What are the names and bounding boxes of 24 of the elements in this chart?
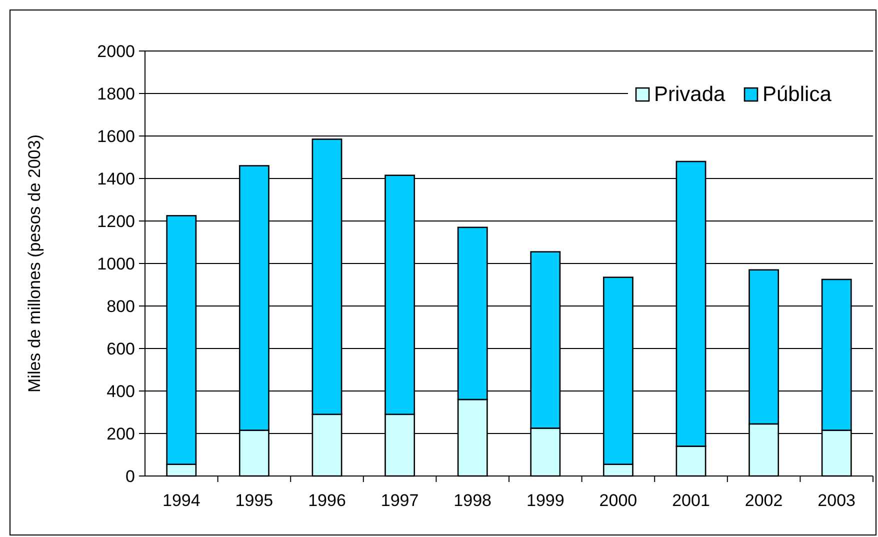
y-tick-label: 1800	[97, 84, 135, 104]
y-tick-label: 1000	[97, 254, 135, 274]
x-tick-label: 1996	[308, 491, 346, 510]
y-tick-label: 0	[126, 466, 135, 486]
y-tick-label: 200	[106, 424, 135, 444]
y-axis-title: Miles de millones (pesos de 2003)	[25, 134, 44, 392]
x-tick-label: 1998	[454, 491, 492, 510]
x-tick-label: 2003	[818, 491, 856, 510]
legend-label: Privada	[654, 83, 726, 106]
x-tick-label: 1995	[235, 491, 274, 510]
y-tick-label: 1600	[97, 126, 135, 146]
y-tick-label: 1200	[97, 212, 135, 231]
x-tick-label: 1997	[380, 491, 419, 510]
y-tick-label: 2000	[97, 42, 135, 61]
y-tick-label: 1400	[97, 169, 135, 188]
x-tick-label: 1994	[162, 491, 200, 510]
y-tick-label: 800	[106, 296, 135, 316]
y-tick-label: 400	[106, 382, 135, 401]
y-tick-label: 600	[106, 339, 135, 358]
x-tick-label: 1999	[526, 491, 564, 510]
x-tick-label: 2001	[672, 491, 710, 510]
legend-label: Pública	[762, 83, 832, 106]
x-tick-label: 2002	[744, 491, 783, 510]
x-tick-label: 2000	[599, 491, 638, 510]
